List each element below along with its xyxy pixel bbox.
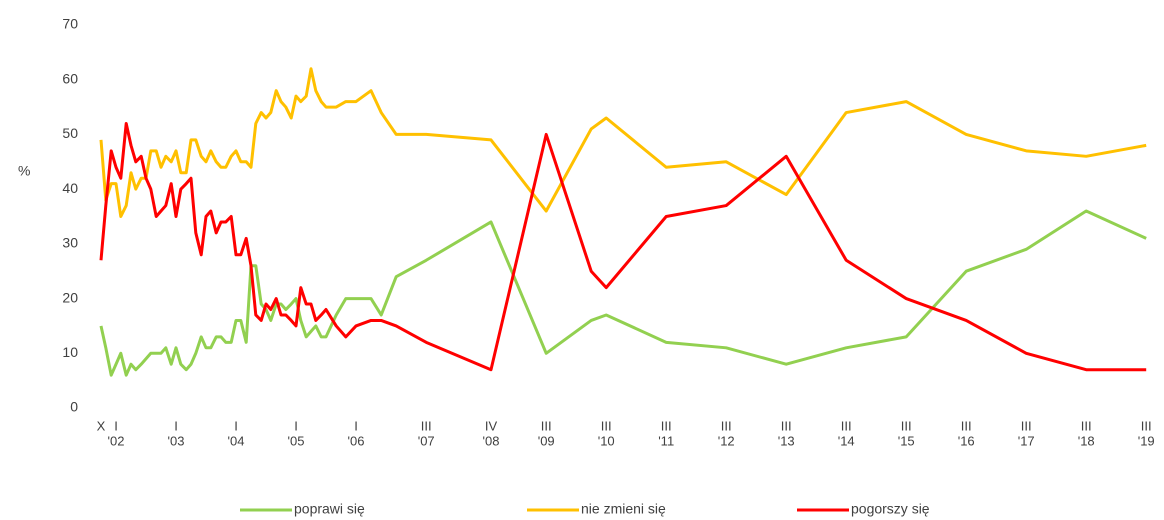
x-tick-label: III xyxy=(1021,418,1032,433)
y-tick-label: 0 xyxy=(70,399,78,415)
x-tick-label: III xyxy=(1081,418,1092,433)
x-tick-label: III xyxy=(601,418,612,433)
x-tick-label: '05 xyxy=(288,433,305,448)
y-tick-label: 70 xyxy=(62,16,78,32)
x-tick-label: I xyxy=(354,418,358,433)
y-tick-label: 50 xyxy=(62,125,78,141)
x-tick-label: X xyxy=(97,418,106,433)
x-tick-label: '11 xyxy=(658,433,674,448)
series-line xyxy=(99,67,1147,218)
series-line xyxy=(99,209,1147,377)
x-tick-label: III xyxy=(901,418,912,433)
x-tick-label: IV xyxy=(485,418,498,433)
x-tick-label: '14 xyxy=(838,433,855,448)
y-axis-label: % xyxy=(18,163,30,179)
x-tick-label: '02 xyxy=(108,433,125,448)
x-tick-label: I xyxy=(294,418,298,433)
x-tick-label: '04 xyxy=(228,433,245,448)
x-tick-label: '06 xyxy=(348,433,365,448)
x-tick-label: '07 xyxy=(418,433,435,448)
x-tick-label: '17 xyxy=(1018,433,1035,448)
x-tick-label: '19 xyxy=(1138,433,1155,448)
x-tick-label: III xyxy=(841,418,852,433)
x-tick-label: '13 xyxy=(778,433,795,448)
x-tick-label: I xyxy=(234,418,238,433)
y-tick-label: 30 xyxy=(62,235,78,251)
legend-label: poprawi się xyxy=(294,501,365,517)
x-tick-label: III xyxy=(1141,418,1152,433)
x-tick-label: I xyxy=(174,418,178,433)
legend-label: pogorszy się xyxy=(851,501,930,517)
y-tick-label: 40 xyxy=(62,180,78,196)
x-tick-label: III xyxy=(661,418,672,433)
legend-label: nie zmieni się xyxy=(581,501,666,517)
x-tick-label: '12 xyxy=(718,433,735,448)
x-tick-label: '08 xyxy=(483,433,500,448)
series-line xyxy=(99,121,1147,372)
y-tick-label: 20 xyxy=(62,289,78,305)
x-tick-label: III xyxy=(961,418,972,433)
x-tick-label: '18 xyxy=(1078,433,1095,448)
x-tick-label: '15 xyxy=(898,433,915,448)
x-tick-label: III xyxy=(541,418,552,433)
x-tick-label: '10 xyxy=(598,433,615,448)
y-tick-label: 60 xyxy=(62,70,78,86)
x-tick-label: '16 xyxy=(958,433,975,448)
x-tick-label: I xyxy=(114,418,118,433)
x-tick-label: III xyxy=(421,418,432,433)
x-tick-label: III xyxy=(721,418,732,433)
y-tick-label: 10 xyxy=(62,344,78,360)
x-tick-label: '03 xyxy=(168,433,185,448)
x-tick-label: '09 xyxy=(538,433,555,448)
x-tick-label: III xyxy=(781,418,792,433)
